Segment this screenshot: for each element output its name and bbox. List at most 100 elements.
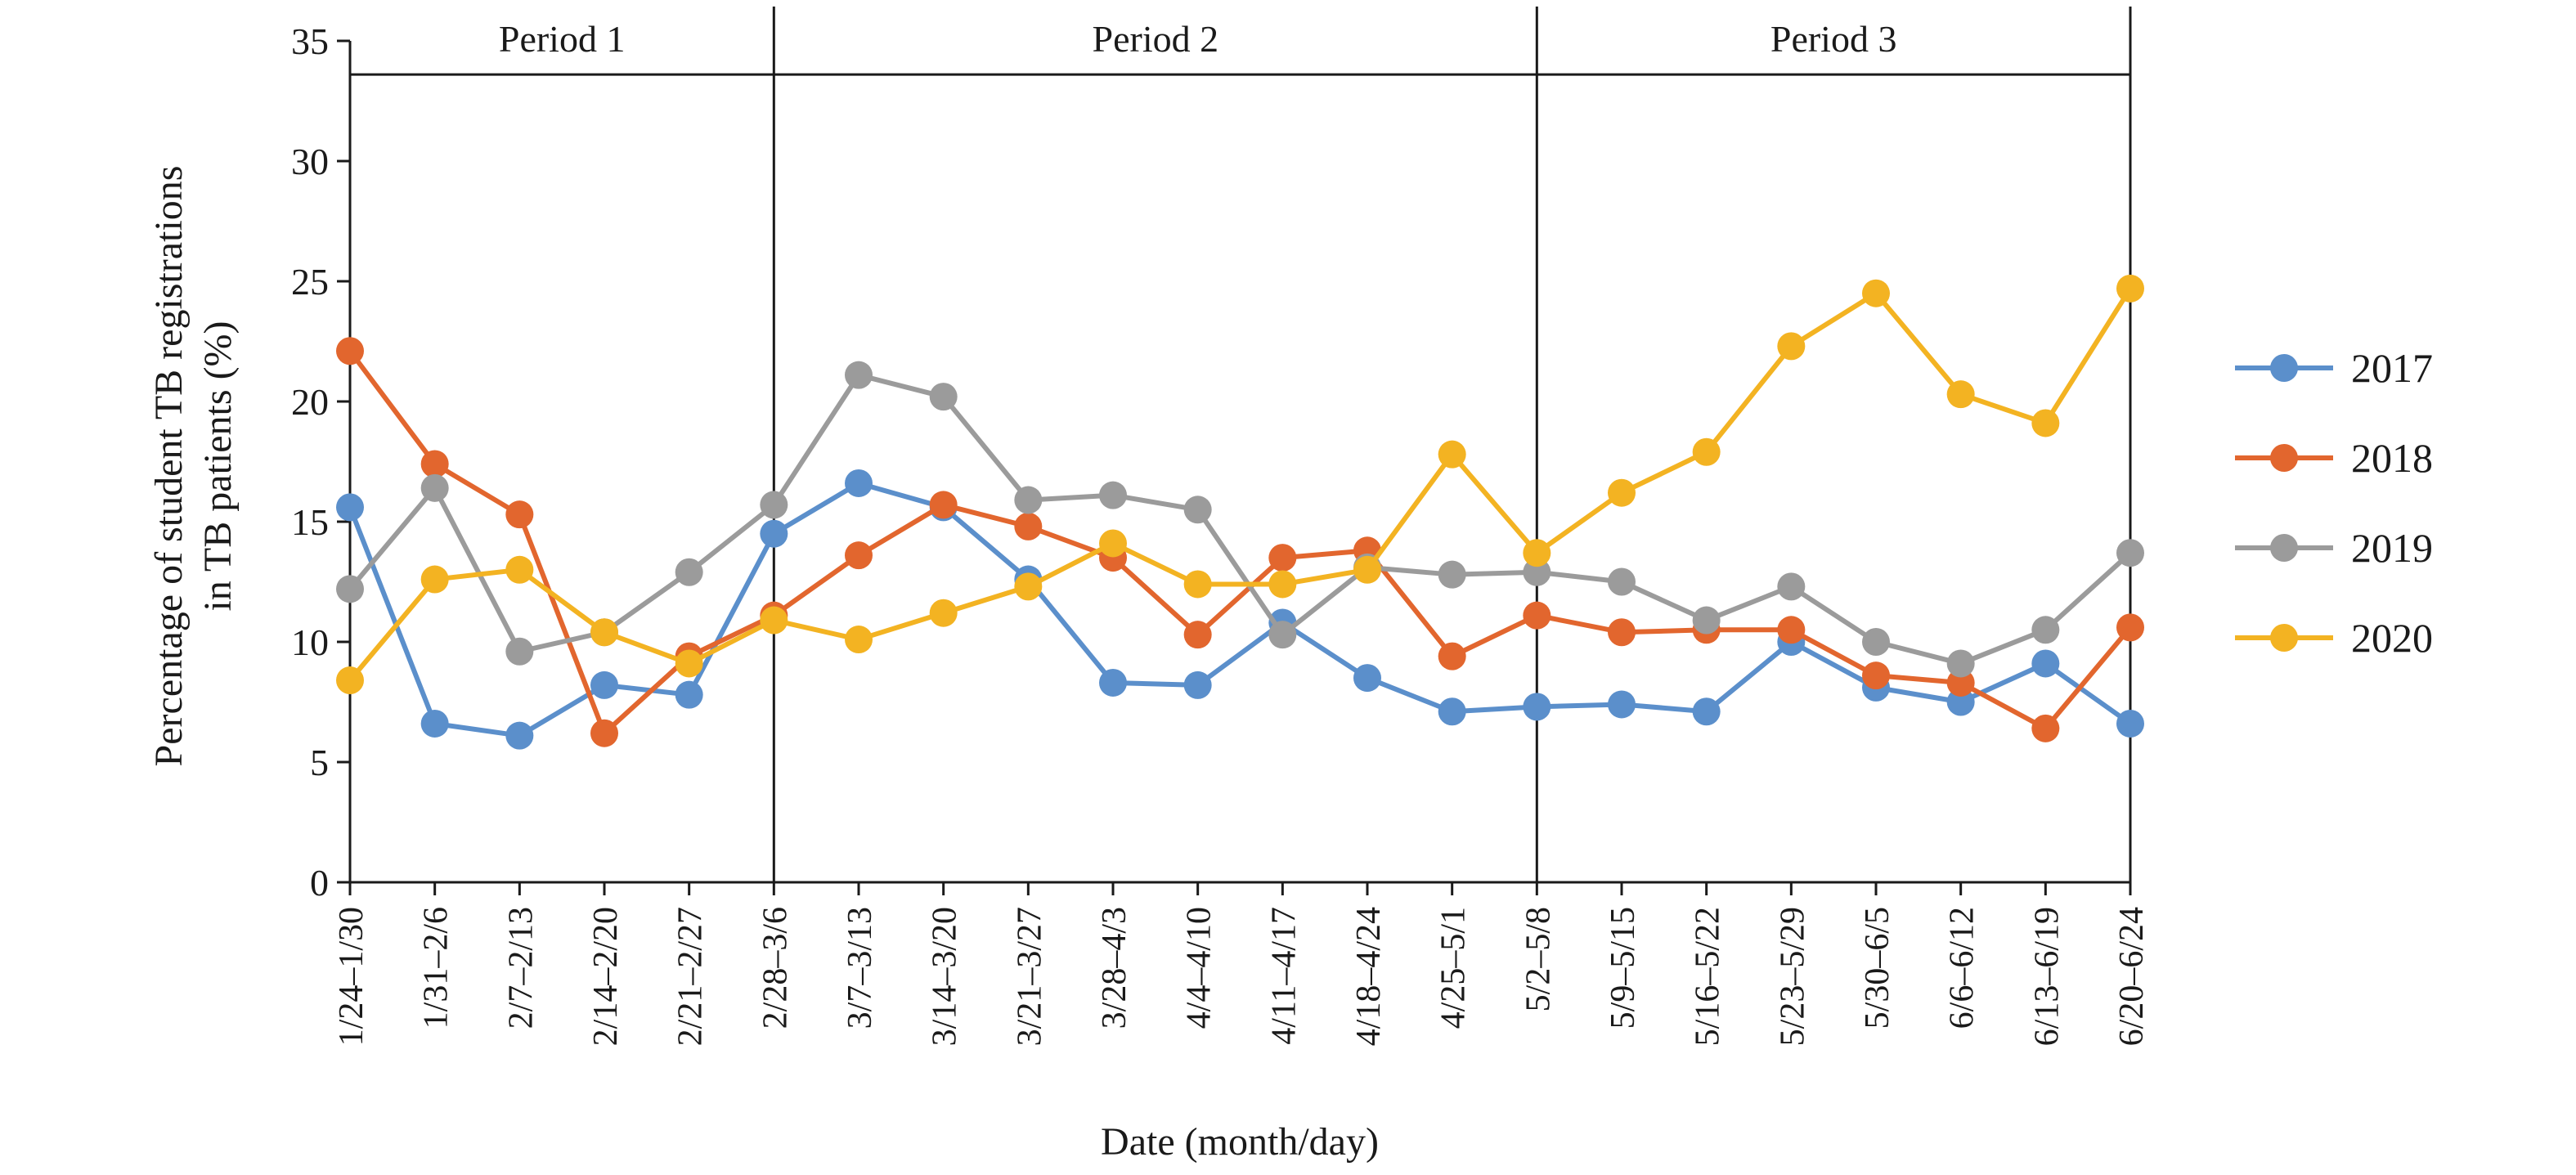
data-point: [1608, 690, 1636, 719]
data-point: [336, 493, 364, 522]
data-point: [1777, 332, 1806, 361]
data-point: [1777, 572, 1806, 601]
data-point: [1014, 572, 1043, 601]
data-point: [2031, 409, 2060, 437]
y-tick-label: 10: [291, 621, 329, 663]
x-tick-label: 3/21–3/27: [1011, 907, 1048, 1046]
legend-label: 2019: [2351, 525, 2433, 571]
data-point: [1523, 539, 1551, 567]
period-annotations: Period 1 Period 2 Period 3: [350, 7, 2132, 882]
legend-swatch-marker: [2270, 534, 2298, 562]
x-tick-label: 6/13–6/19: [2028, 907, 2066, 1046]
series-group: [336, 274, 2144, 750]
data-point: [1183, 670, 1212, 699]
data-point: [845, 361, 873, 389]
x-tick-label: 2/14–2/20: [587, 907, 625, 1046]
y-tick-label: 25: [291, 261, 329, 303]
data-point: [1353, 664, 1381, 693]
y-tick-label: 15: [291, 501, 329, 543]
data-point: [590, 618, 618, 647]
legend-item-2017: 2017: [2235, 345, 2433, 391]
y-axis-title: Percentage of student TB registrations i…: [147, 166, 240, 767]
legend-item-2019: 2019: [2235, 525, 2433, 571]
data-point: [1946, 380, 1975, 409]
series-2019: [336, 361, 2144, 678]
x-tick-label: 6/20–6/24: [2113, 907, 2151, 1046]
data-point: [2116, 539, 2144, 567]
data-point: [1862, 279, 1890, 307]
x-tick-label: 5/9–5/15: [1604, 907, 1642, 1029]
data-point: [1014, 512, 1043, 540]
data-point: [1014, 486, 1043, 514]
data-point: [1608, 618, 1636, 647]
data-point: [420, 450, 449, 478]
data-point: [505, 721, 534, 750]
x-tick-label: 5/30–6/5: [1859, 907, 1896, 1029]
series-line-2019: [348, 372, 2133, 666]
x-tick-label: 4/11–4/17: [1265, 907, 1303, 1045]
data-point: [590, 719, 618, 747]
legend-swatch-marker: [2270, 624, 2298, 652]
data-point: [1608, 567, 1636, 596]
x-tick-label: 1/31–2/6: [418, 907, 456, 1029]
x-tick-label: 4/4–4/10: [1181, 907, 1218, 1029]
data-point: [1183, 621, 1212, 649]
period-label-1: Period 1: [499, 18, 626, 60]
x-tick-label: 2/7–2/13: [502, 907, 540, 1029]
data-point: [420, 473, 449, 502]
y-axis-ticks: 0 5 10 15 20 25 30 35: [291, 20, 350, 904]
y-axis-title-line-1: Percentage of student TB registrations: [147, 166, 191, 767]
legend-label: 2020: [2351, 615, 2433, 661]
y-tick-label: 5: [310, 742, 329, 783]
data-point: [845, 541, 873, 570]
x-tick-label: 2/21–2/27: [672, 907, 710, 1046]
data-point: [929, 599, 958, 627]
x-tick-label: 6/6–6/12: [1944, 907, 1981, 1029]
data-point: [420, 709, 449, 738]
series-line-2017: [348, 480, 2132, 738]
data-point: [1777, 616, 1806, 644]
period-label-3: Period 3: [1770, 18, 1897, 60]
x-tick-label: 5/23–5/29: [1774, 907, 1811, 1046]
x-tick-label: 3/7–3/13: [841, 907, 879, 1029]
legend-swatch-marker: [2270, 444, 2298, 472]
data-point: [760, 519, 788, 548]
x-tick-label: 3/14–3/20: [927, 907, 964, 1046]
data-point: [336, 337, 364, 366]
y-tick-label: 20: [291, 381, 329, 423]
x-tick-label: 1/24–1/30: [333, 907, 370, 1046]
data-point: [845, 626, 873, 654]
y-tick-label: 35: [291, 20, 329, 62]
data-point: [760, 606, 788, 635]
data-point: [1438, 697, 1466, 726]
data-point: [1862, 628, 1890, 656]
data-point: [1268, 621, 1297, 649]
data-point: [675, 649, 703, 678]
data-point: [760, 491, 788, 519]
data-point: [929, 383, 958, 411]
data-point: [1183, 570, 1212, 599]
data-point: [1268, 570, 1297, 599]
data-point: [1862, 661, 1890, 690]
y-axis: 0 5 10 15 20 25 30 35: [291, 20, 352, 904]
data-point: [2116, 274, 2144, 303]
legend-swatch-marker: [2270, 354, 2298, 382]
data-point: [505, 637, 534, 666]
x-tick-label: 5/16–5/22: [1690, 907, 1727, 1046]
data-point: [1353, 555, 1381, 584]
series-2017: [336, 469, 2144, 750]
x-tick-label: 2/28–3/6: [756, 907, 794, 1029]
data-point: [1268, 544, 1297, 572]
data-point: [1946, 688, 1975, 716]
data-point: [1608, 478, 1636, 507]
x-axis: 1/24–1/30 1/31–2/6 2/7–2/13 2/14–2/20 2/21–2…: [333, 881, 2151, 1046]
x-tick-label: 4/25–5/1: [1435, 907, 1473, 1029]
y-axis-title-line-2: in TB patients (%): [196, 321, 240, 611]
x-axis-ticks: 1/24–1/30 1/31–2/6 2/7–2/13 2/14–2/20 2/21–2…: [333, 882, 2151, 1046]
data-point: [1099, 529, 1127, 558]
legend-label: 2018: [2351, 435, 2433, 481]
data-point: [1099, 481, 1127, 509]
data-point: [1183, 496, 1212, 524]
legend: 2017 2018 2019 2020: [2235, 345, 2433, 661]
